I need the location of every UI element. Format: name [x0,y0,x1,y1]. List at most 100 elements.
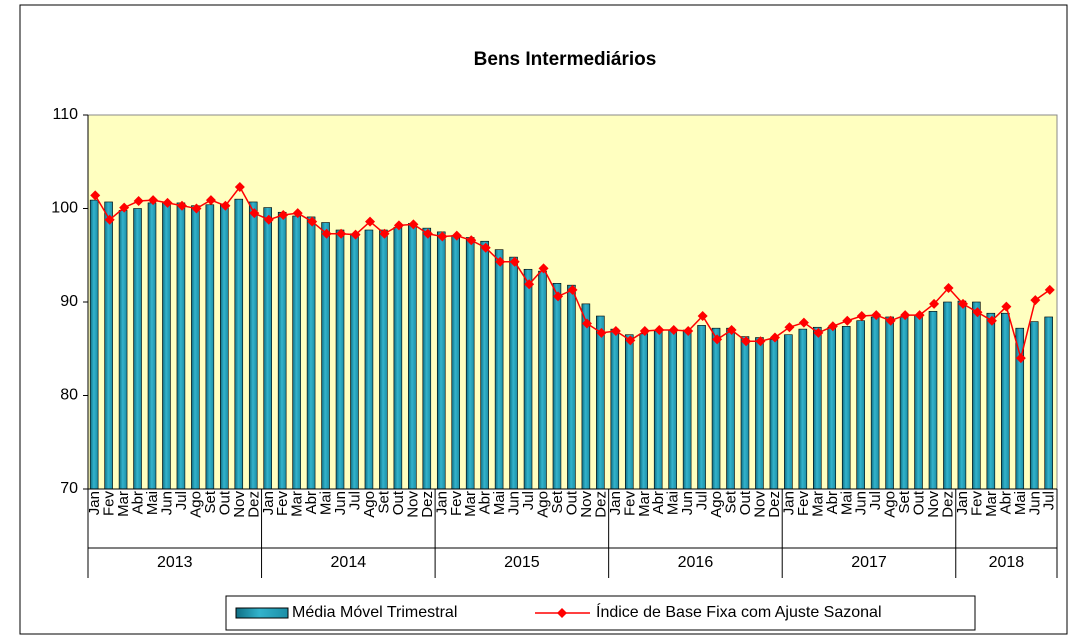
bar [1001,312,1010,490]
x-tick-label: Out [563,490,580,515]
line-marker [929,298,940,309]
x-tick-label: Mar [983,491,1000,517]
bar [248,201,258,490]
line-marker [104,214,115,225]
x-tick-label: Ago [187,491,204,518]
bar [972,301,981,490]
y-tick-label: 110 [52,106,78,123]
x-tick-label: Ago [535,491,552,518]
line-marker [553,291,564,302]
x-tick-label: Abr [650,491,667,514]
bar [379,229,388,490]
bar [422,227,432,490]
bar [205,204,215,490]
x-tick-label: Jan [607,491,624,515]
x-tick-label: Set [723,490,740,513]
bar [914,314,923,490]
chart-title: Bens Intermediários [474,49,657,70]
bar [639,333,649,490]
bar [668,329,677,490]
bar [567,284,576,490]
x-tick-label: Abr [303,491,320,514]
bar [596,315,605,490]
line-marker [712,334,723,345]
y-tick-label: 100 [51,200,78,217]
bar [277,211,287,490]
bar [162,202,171,490]
line-marker [278,210,289,221]
x-tick-label: Jan [433,491,450,515]
x-tick-label: Abr [997,491,1014,514]
x-tick-label: Jun [159,491,176,515]
x-tick-label: Nov [925,491,942,518]
bar [104,201,113,490]
bar [538,270,547,490]
x-tick-label: Jul [520,491,537,510]
x-tick-label: Jan [954,491,971,515]
line-marker [957,298,968,309]
line-marker [350,229,361,240]
line-marker [177,200,188,211]
x-tick-label: Nov [578,491,595,518]
bar [494,249,504,490]
line-marker [827,321,838,332]
x-tick-label: Set [375,490,392,513]
line-marker [914,310,925,321]
line-marker [234,181,245,192]
line-marker [191,203,202,214]
line-marker [683,325,694,336]
bar [220,203,229,490]
line-marker [393,220,404,231]
x-tick-label: Out [216,490,233,515]
line-marker [1001,301,1012,312]
x-tick-label: Out [737,490,754,515]
bar [350,233,359,490]
bar [408,223,417,490]
x-tick-label: Jul [867,491,884,510]
legend-swatch [557,608,567,618]
bar [306,216,316,490]
x-tick-label: Mai [144,491,161,515]
line-marker [509,256,520,267]
line-marker [292,208,303,219]
line-marker [451,230,462,241]
line-marker [495,256,506,267]
bar [841,326,851,490]
bar [784,334,793,490]
bar [292,215,301,490]
x-tick-label: Mai [665,491,682,515]
x-tick-label: Ago [708,491,725,518]
bar [89,199,99,490]
line-marker [1030,295,1041,306]
x-tick-label: Nov [404,491,421,518]
x-tick-label: Abr [824,491,841,514]
x-tick-label: Jul [347,491,364,510]
bar [870,316,880,490]
bar [726,327,735,490]
bar [1044,316,1053,490]
line-marker [986,315,997,326]
line-marker [263,214,274,225]
line-marker [1044,284,1055,295]
bar [133,208,142,490]
bar [697,325,706,490]
x-tick-label: Mar [115,491,132,517]
y-tick-label: 80 [60,387,78,404]
line-marker [654,325,665,336]
bar [740,336,750,490]
x-tick-label: Jul [1041,491,1058,510]
line-marker [148,195,159,206]
line-marker [567,284,578,295]
bar [263,207,272,490]
line-marker [885,315,896,326]
x-tick-label: Jun [332,491,349,515]
bar [234,198,244,490]
bar [813,326,822,490]
line-marker [596,327,607,338]
bar [624,334,634,490]
line-marker [119,202,130,213]
line-marker [972,307,983,318]
line-marker [798,317,809,328]
line-marker [697,311,708,322]
year-label: 2017 [851,554,887,571]
